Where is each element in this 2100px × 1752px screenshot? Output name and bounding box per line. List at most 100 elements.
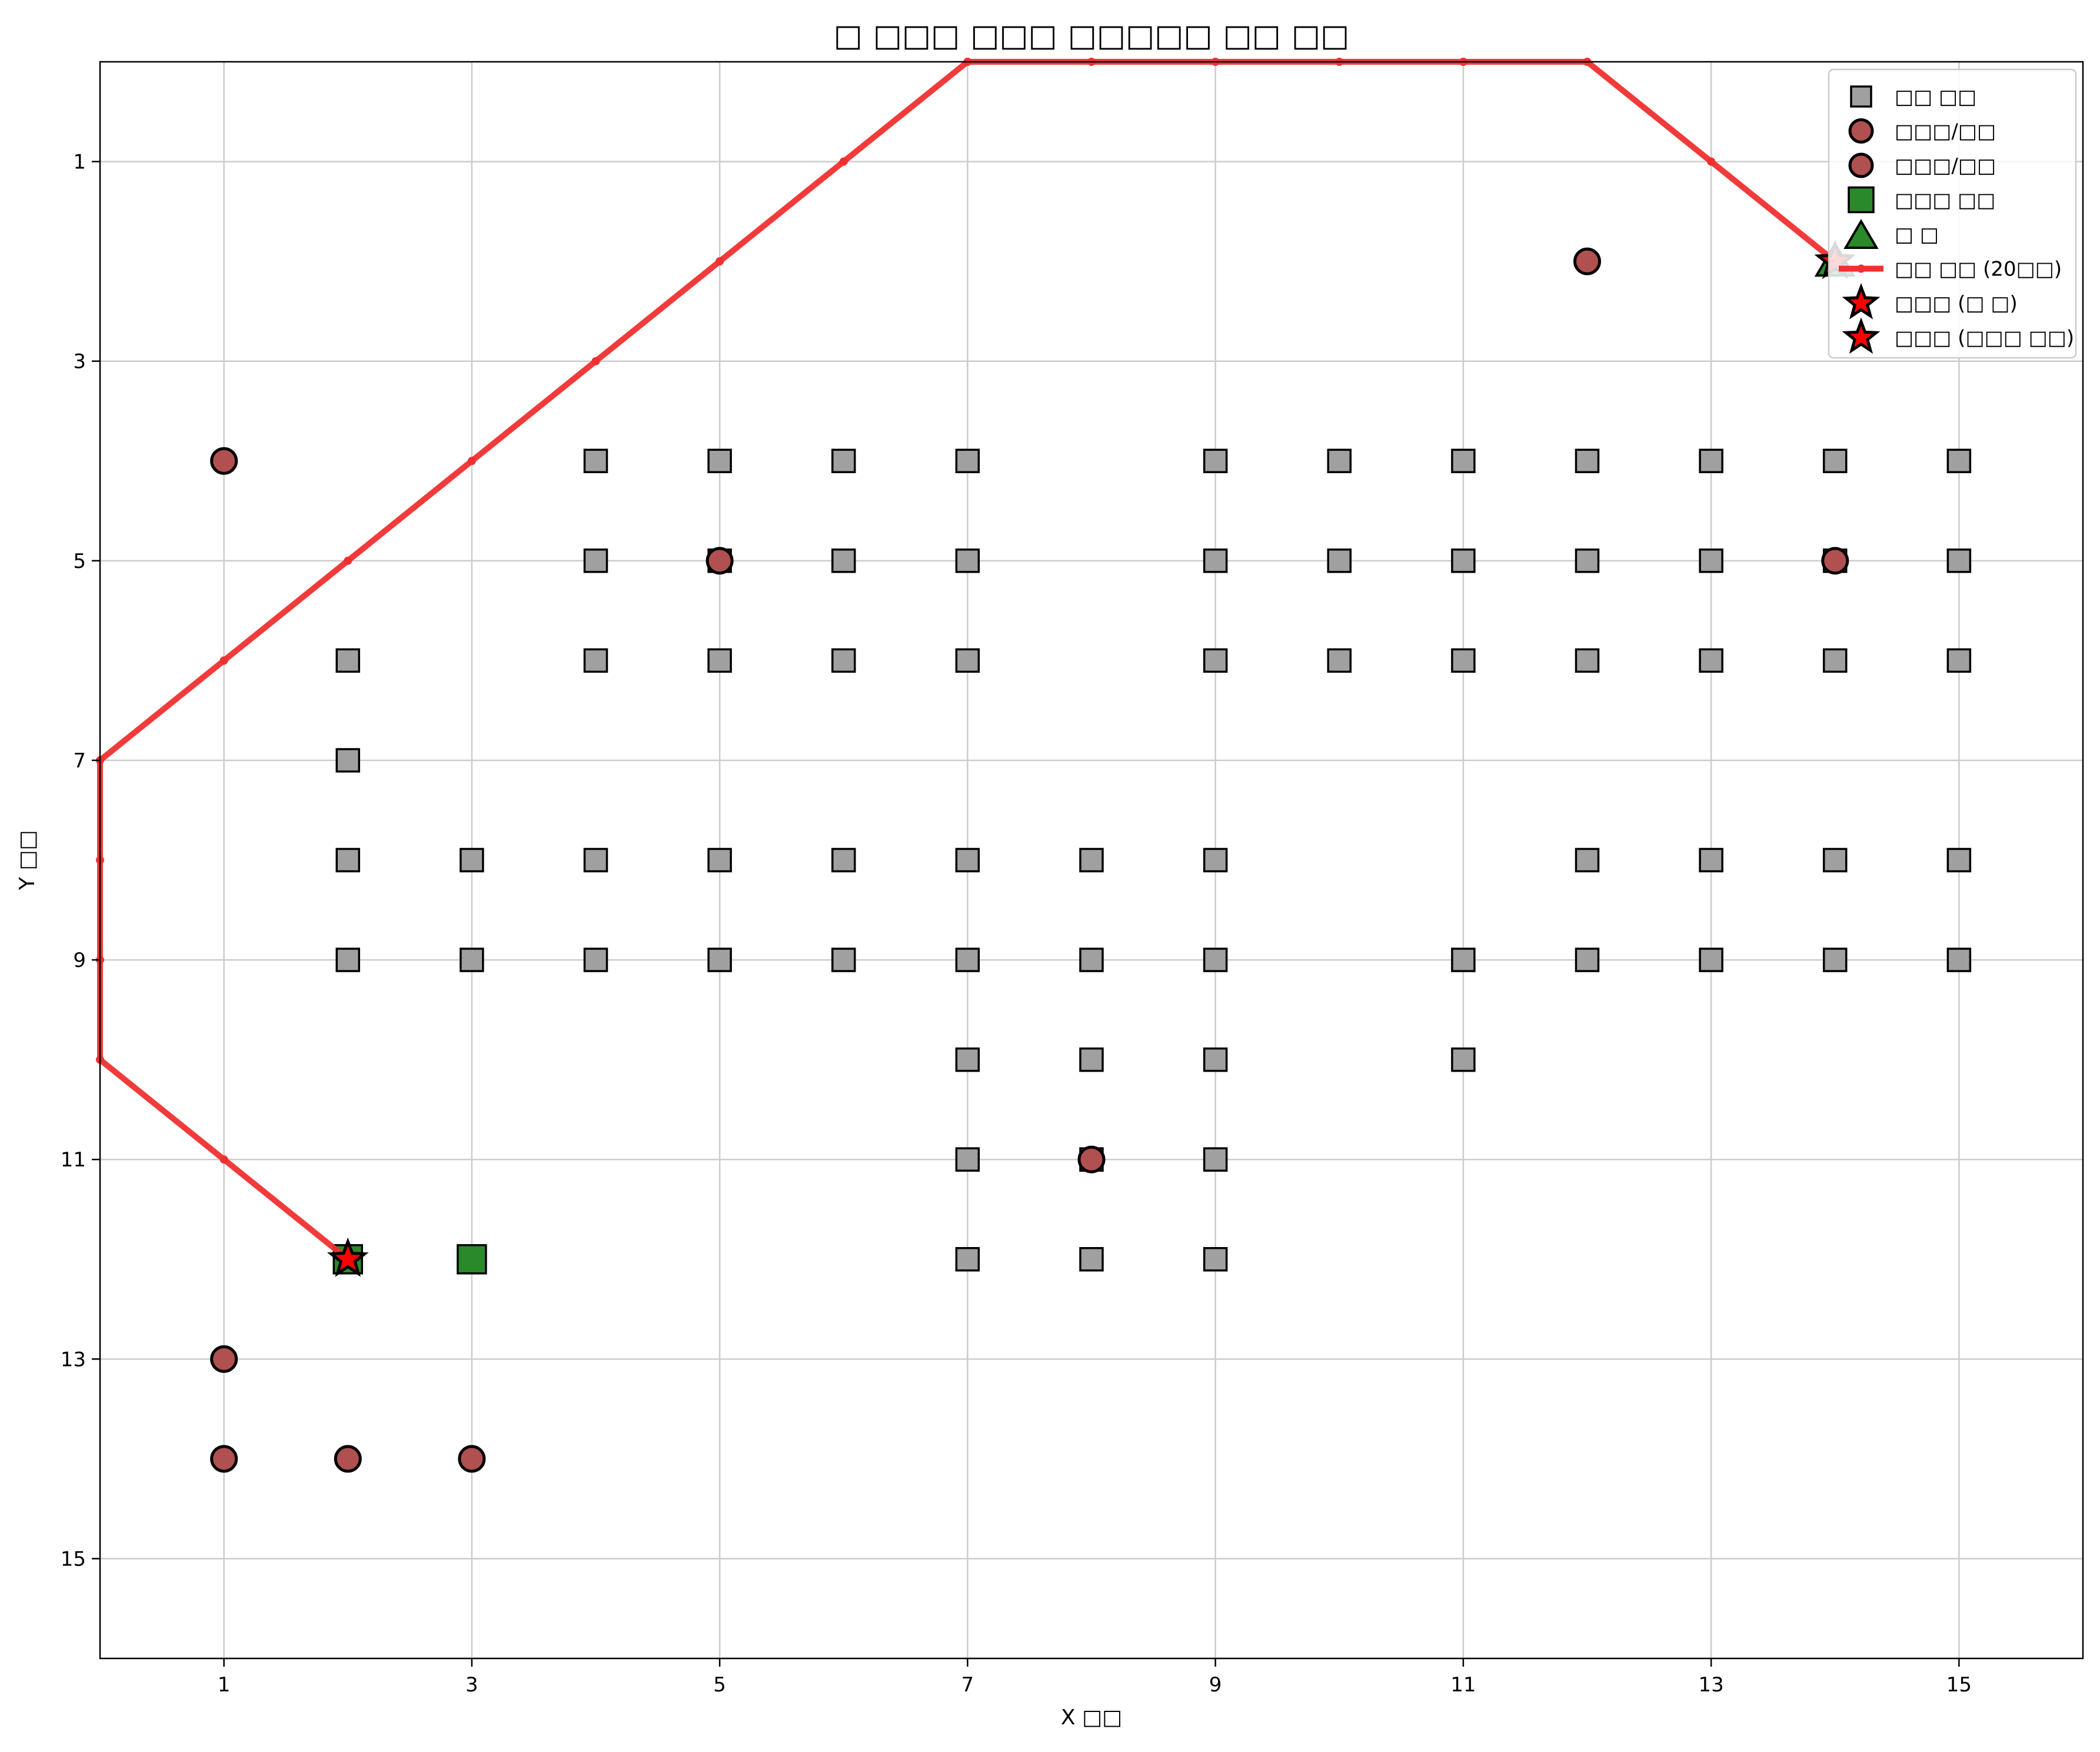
obstacle-point	[1699, 847, 1723, 873]
legend-label: □ □	[1895, 223, 1939, 247]
chart-title: □ □□□ □□□ □□□□□ □□ □□	[834, 18, 1350, 54]
obstacle-point	[955, 648, 980, 673]
x-tick-label: 11	[1450, 1673, 1476, 1697]
obstacle-point	[831, 648, 856, 673]
path-point	[839, 157, 848, 166]
x-tick-label: 3	[465, 1673, 478, 1697]
star-point	[327, 1237, 369, 1277]
legend-entry: □ □	[1843, 219, 1939, 249]
obstacle-point	[1327, 448, 1352, 473]
obstacle-point	[1203, 648, 1228, 673]
x-axis-ticks: 1 3 5 7 9 11 13 15	[218, 1658, 1972, 1697]
obstacle-point	[1451, 548, 1476, 573]
y-tick-label: 13	[61, 1348, 86, 1371]
legend-box	[1828, 68, 2077, 359]
path-point	[219, 1155, 228, 1164]
obstacle-point	[1823, 847, 1848, 873]
obstacle-point	[707, 948, 732, 972]
obstacle-point	[1079, 948, 1104, 972]
obstacle-point	[1203, 1147, 1228, 1172]
obstacle-point	[1327, 548, 1352, 573]
y-tick-label: 7	[73, 749, 86, 773]
obstacle-point	[955, 448, 980, 473]
path-point	[344, 556, 352, 565]
obstacle-point	[1699, 948, 1723, 972]
obstacle-point	[955, 847, 980, 873]
series-hazards-2	[1573, 247, 1849, 575]
legend: □□ □□ □□□/□□ □□□/□□ □□□ □□ □ □ □□ □□ (20□□) □□…	[1828, 68, 2077, 359]
y-tick-label: 1	[73, 151, 86, 174]
hazard-point	[458, 1445, 486, 1473]
x-tick-label: 7	[961, 1673, 974, 1697]
obstacle-point	[1327, 648, 1352, 673]
obstacle-point	[1451, 448, 1476, 473]
path-point	[467, 457, 476, 466]
obstacle-point	[335, 748, 360, 773]
legend-marker-dot	[1857, 264, 1865, 273]
legend-marker	[1850, 85, 1872, 108]
obstacle-point	[707, 648, 732, 673]
legend-label: □□ □□ (20□□)	[1895, 258, 2062, 281]
obstacle-point	[1946, 948, 1972, 972]
hazard-point	[210, 1345, 238, 1373]
x-tick-label: 5	[713, 1673, 726, 1697]
legend-label: □□ □□	[1895, 85, 1976, 109]
obstacle-point	[1079, 847, 1104, 873]
obstacle-point	[955, 548, 980, 573]
obstacle-point	[955, 1247, 980, 1272]
obstacle-point	[1823, 448, 1848, 473]
legend-marker	[1843, 219, 1879, 249]
path-point	[219, 656, 228, 665]
obstacle-point	[335, 948, 360, 972]
obstacle-point	[1575, 548, 1600, 573]
obstacle-point	[1451, 1047, 1476, 1072]
legend-entry: □□ □□ (20□□)	[1839, 258, 2062, 281]
obstacle-point	[335, 847, 360, 873]
path-point	[591, 357, 600, 365]
obstacle-point	[831, 448, 856, 473]
series-hazards-1	[210, 447, 1106, 1473]
series-obstacles	[335, 448, 1972, 1272]
obstacle-point	[460, 948, 484, 972]
legend-entry: □□□/□□	[1848, 152, 1996, 178]
obstacle-point	[1823, 648, 1848, 673]
obstacle-point	[707, 448, 732, 473]
obstacle-point	[831, 847, 856, 873]
legend-label: □□□ □□	[1895, 189, 1995, 212]
obstacle-point	[1203, 548, 1228, 573]
y-tick-label: 11	[61, 1148, 86, 1172]
x-tick-label: 9	[1209, 1673, 1222, 1697]
obstacle-point	[1699, 548, 1723, 573]
legend-label: □□□/□□	[1895, 154, 1996, 178]
series-star-start	[327, 1237, 369, 1277]
y-tick-label: 15	[61, 1547, 86, 1571]
hazard-point	[1821, 547, 1849, 575]
obstacle-point	[1575, 847, 1600, 873]
legend-entry: □□□ (□□□ □□)	[1842, 317, 2074, 354]
obstacle-point	[1946, 448, 1972, 473]
obstacle-point	[1699, 648, 1723, 673]
plot-frame	[99, 61, 2084, 1660]
start-point	[457, 1244, 487, 1275]
obstacle-point	[583, 448, 608, 473]
legend-label: □□□ (□□□ □□)	[1895, 327, 2074, 350]
obstacle-point	[707, 847, 732, 873]
obstacle-point	[583, 847, 608, 873]
x-tick-label: 15	[1946, 1673, 1972, 1697]
obstacle-point	[1451, 648, 1476, 673]
obstacle-point	[1575, 448, 1600, 473]
obstacle-point	[831, 548, 856, 573]
hazard-point	[705, 547, 734, 575]
obstacle-point	[583, 648, 608, 673]
hazard-point	[1077, 1145, 1106, 1173]
obstacle-point	[583, 548, 608, 573]
obstacle-point	[1079, 1247, 1104, 1272]
obstacle-point	[831, 948, 856, 972]
obstacle-point	[1946, 847, 1972, 873]
obstacle-point	[1203, 1047, 1228, 1072]
obstacle-point	[1575, 948, 1600, 972]
obstacle-point	[1203, 448, 1228, 473]
x-tick-label: 1	[218, 1673, 231, 1697]
